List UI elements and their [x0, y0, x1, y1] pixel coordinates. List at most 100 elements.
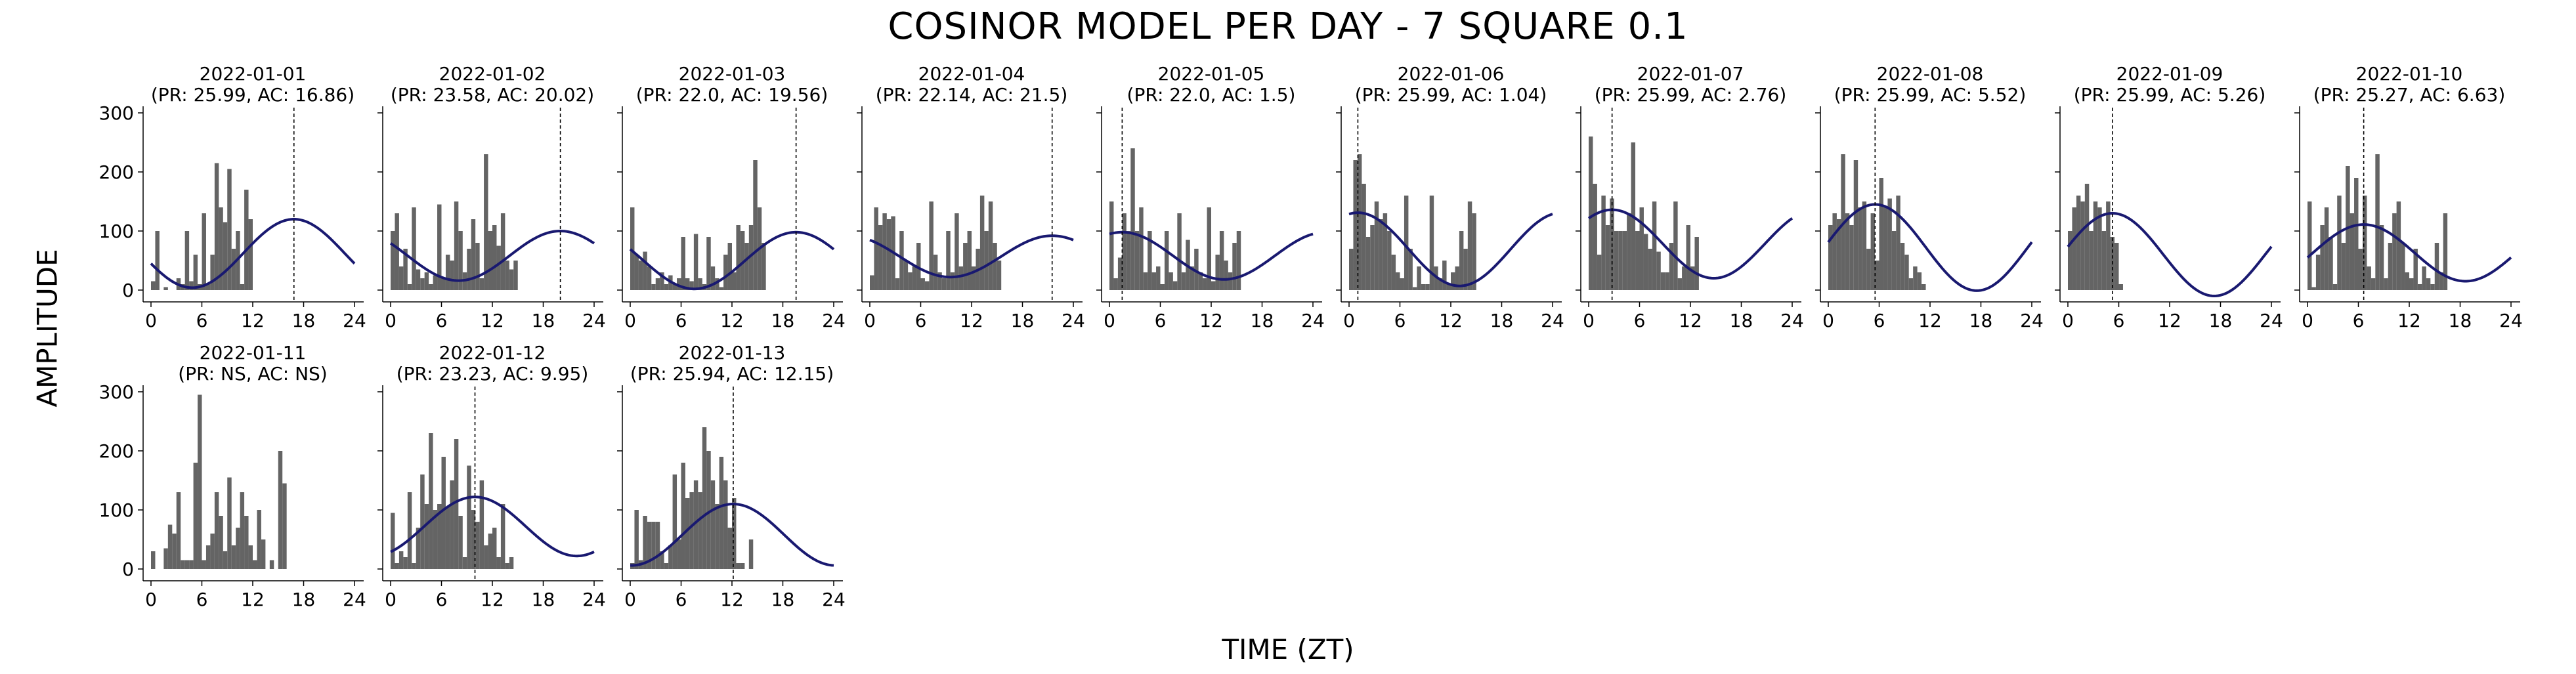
- x-tick-label: 0: [1104, 310, 1115, 331]
- bar: [278, 451, 283, 569]
- bar: [1164, 231, 1169, 290]
- bar: [2093, 201, 2098, 290]
- bar: [1353, 160, 1358, 290]
- bar: [513, 261, 518, 290]
- bar: [984, 231, 989, 290]
- bar: [1421, 284, 1426, 290]
- bar: [1913, 266, 1918, 290]
- bar: [500, 504, 505, 569]
- cosinor-fit-line: [630, 503, 834, 567]
- bar: [1862, 201, 1867, 290]
- bar: [1169, 272, 1173, 290]
- bar: [732, 498, 737, 569]
- bar: [1686, 225, 1690, 290]
- x-tick-label: 12: [960, 310, 983, 331]
- bar: [2080, 201, 2085, 290]
- bar: [929, 201, 934, 290]
- x-tick-label: 12: [1439, 310, 1463, 331]
- bar: [672, 284, 677, 290]
- bar: [167, 524, 173, 569]
- bar: [236, 528, 240, 569]
- cosinor-fit-line: [869, 234, 1074, 279]
- bar: [933, 255, 938, 290]
- bar: [634, 510, 639, 569]
- bar: [2101, 231, 2107, 290]
- cosinor-fit-line: [1348, 211, 1553, 287]
- panel-date-label: 2022-01-04: [918, 63, 1025, 85]
- bar: [2311, 287, 2316, 290]
- panel-subtitle: (PR: 22.0, AC: 1.5): [1127, 84, 1296, 106]
- bar: [1455, 266, 1459, 290]
- x-tick-label: 12: [720, 589, 744, 610]
- bar: [1232, 243, 1237, 290]
- cosinor-fit-line: [2067, 211, 2273, 298]
- bar: [1660, 272, 1665, 290]
- bar: [429, 433, 433, 569]
- bar: [2332, 284, 2338, 290]
- bar: [509, 269, 514, 290]
- bar: [412, 207, 416, 290]
- bar: [912, 266, 917, 290]
- bar: [181, 560, 185, 569]
- x-tick-label: 18: [2449, 310, 2472, 331]
- bar: [643, 251, 647, 290]
- x-tick-label: 12: [720, 310, 744, 331]
- panel-2022-01-13: 2022-01-13(PR: 25.94, AC: 12.15) 0 6 12 18 24: [617, 342, 846, 610]
- bar: [1148, 231, 1152, 290]
- bar: [1682, 266, 1686, 290]
- x-tick-label: 0: [145, 589, 157, 610]
- bar: [492, 528, 497, 569]
- bar: [1669, 243, 1674, 290]
- bar: [1593, 184, 1597, 290]
- bar: [1357, 154, 1362, 290]
- bar: [1172, 281, 1178, 290]
- panel-subtitle: (PR: 25.94, AC: 12.15): [630, 363, 834, 385]
- bar: [454, 201, 459, 290]
- x-tick-label: 24: [582, 589, 606, 610]
- bar: [715, 278, 719, 290]
- bar: [424, 272, 429, 290]
- bar: [895, 278, 900, 290]
- bar: [762, 243, 766, 290]
- bar: [407, 492, 412, 569]
- bar: [2396, 201, 2401, 290]
- y-tick-label: 200: [99, 161, 134, 183]
- bar: [1900, 243, 1905, 290]
- bar: [471, 510, 476, 569]
- bar: [2430, 284, 2435, 290]
- bar: [651, 522, 656, 569]
- bar: [955, 213, 959, 290]
- x-tick-label: 6: [2113, 310, 2125, 331]
- bar: [638, 261, 643, 290]
- bar: [248, 219, 253, 290]
- bar: [240, 492, 245, 569]
- bar: [634, 255, 639, 290]
- bar: [740, 231, 745, 290]
- x-tick-label: 6: [436, 310, 448, 331]
- x-tick-label: 18: [532, 589, 555, 610]
- bar: [1387, 231, 1392, 290]
- bar: [441, 278, 446, 290]
- bar: [429, 284, 433, 290]
- bar: [1828, 225, 1833, 290]
- bar: [395, 213, 399, 290]
- bar: [1605, 225, 1610, 290]
- bar: [1904, 255, 1909, 290]
- cosinor-fit-line: [2306, 223, 2512, 283]
- bar: [719, 457, 724, 569]
- bar: [1845, 213, 1850, 290]
- bar: [189, 560, 194, 569]
- bar: [1921, 284, 1926, 290]
- bar: [1589, 137, 1593, 290]
- bar: [664, 563, 669, 569]
- panel-2022-01-05: 2022-01-05(PR: 22.0, AC: 1.5) 0 6 12 18 24: [1096, 63, 1325, 331]
- bar: [193, 463, 198, 569]
- bar: [681, 463, 685, 569]
- bar: [1156, 266, 1161, 290]
- bar: [899, 231, 904, 290]
- bar: [244, 516, 249, 569]
- bar: [219, 207, 223, 290]
- bar: [437, 504, 442, 569]
- x-tick-label: 0: [2062, 310, 2074, 331]
